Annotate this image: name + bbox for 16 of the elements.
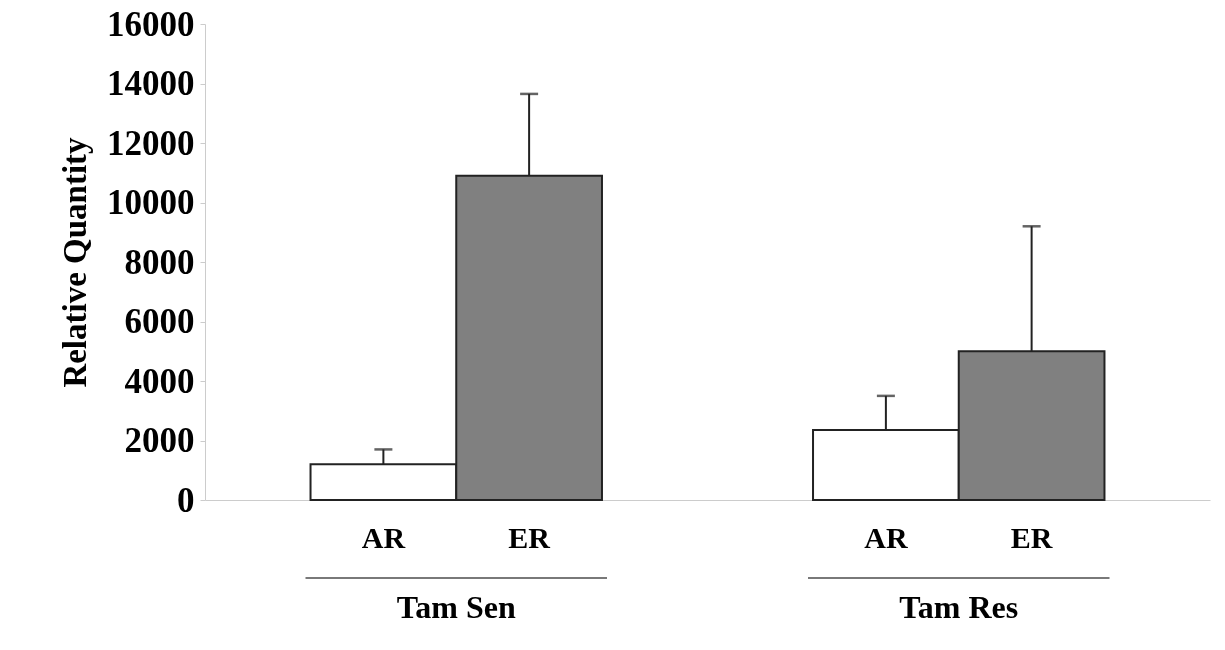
y-tick-label: 8000 xyxy=(124,242,195,282)
y-tick-label: 10000 xyxy=(107,183,195,222)
y-tick-label: 2000 xyxy=(124,421,195,460)
text: ER xyxy=(1010,521,1053,554)
x-tick-label: Tam Sen xyxy=(396,588,516,625)
y-tick-label: 4000 xyxy=(124,361,195,401)
text: AR xyxy=(864,521,908,554)
y-tick-label: 14000 xyxy=(107,64,195,103)
series-label: ER xyxy=(508,521,551,554)
y-axis-title: Relative Quantity xyxy=(57,136,93,388)
x-tick-label: Tam Res xyxy=(899,588,1019,625)
y-tick-label: 6000 xyxy=(124,302,195,341)
series-label: AR xyxy=(361,521,406,554)
y-tick-label: 0 xyxy=(177,480,195,520)
y-tick-label: 12000 xyxy=(107,123,195,163)
y-tick-label: 16000 xyxy=(107,4,195,44)
